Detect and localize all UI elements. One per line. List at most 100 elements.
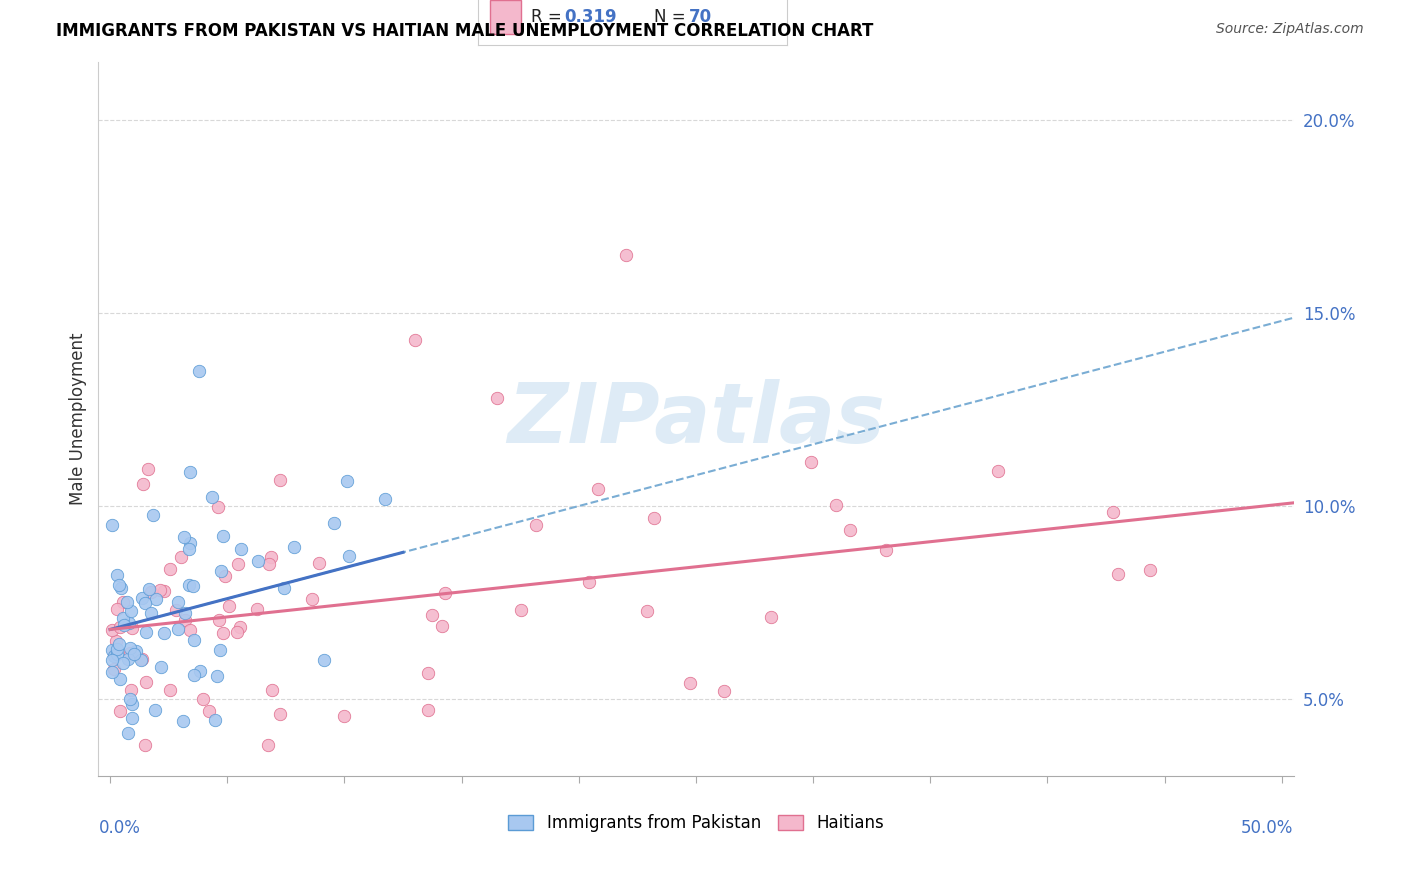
Point [578, 575, 600, 590]
Point [713, 683, 735, 698]
Point [110, 581, 132, 595]
Point [107, 642, 129, 657]
Point [524, 518, 547, 533]
Point [332, 709, 354, 723]
Point [875, 543, 897, 558]
Point [165, 603, 187, 617]
Point [166, 595, 188, 609]
Point [218, 599, 240, 613]
Point [166, 622, 188, 636]
Point [134, 596, 156, 610]
Point [207, 669, 229, 683]
Point [122, 647, 145, 661]
Point [101, 665, 124, 679]
Point [107, 602, 129, 616]
Point [105, 647, 128, 661]
Point [103, 649, 125, 664]
Point [118, 646, 141, 660]
Point [259, 558, 281, 572]
Point [212, 529, 235, 543]
Point [225, 624, 247, 639]
Point [179, 465, 201, 479]
Point [112, 595, 135, 609]
Text: 70: 70 [689, 8, 711, 26]
Point [214, 569, 236, 583]
Point [246, 601, 269, 615]
Point [117, 652, 139, 666]
Point [104, 634, 127, 648]
Point [159, 562, 181, 576]
Point [374, 491, 396, 506]
Point [173, 613, 195, 627]
Point [177, 542, 200, 557]
Point [112, 618, 135, 632]
Point [121, 698, 143, 712]
Point [108, 672, 131, 686]
Point [269, 474, 291, 488]
Point [1101, 505, 1123, 519]
Point [120, 683, 142, 698]
Point [1139, 563, 1161, 577]
Point [105, 568, 128, 582]
Point [485, 391, 508, 405]
Point [183, 632, 205, 647]
Legend: Immigrants from Pakistan, Haitians: Immigrants from Pakistan, Haitians [502, 808, 890, 839]
Point [177, 578, 200, 592]
Point [118, 616, 141, 631]
Point [323, 516, 346, 531]
Point [174, 606, 197, 620]
Text: ZIPatlas: ZIPatlas [508, 379, 884, 459]
Point [191, 692, 214, 706]
Text: R =: R = [530, 8, 567, 26]
Point [228, 620, 250, 634]
Point [183, 668, 205, 682]
Point [201, 490, 224, 504]
Point [308, 556, 330, 570]
Point [150, 660, 173, 674]
Point [142, 508, 165, 522]
Point [269, 706, 291, 721]
Point [636, 604, 658, 618]
Point [131, 591, 153, 606]
Point [103, 648, 125, 662]
Point [209, 564, 232, 578]
Point [139, 585, 162, 599]
Point [149, 583, 172, 598]
Point [229, 542, 252, 557]
Point [145, 592, 167, 607]
Point [209, 643, 232, 657]
Point [824, 498, 846, 512]
Point [108, 620, 131, 634]
Point [101, 518, 124, 533]
Point [211, 625, 233, 640]
Point [283, 540, 305, 554]
Point [134, 738, 156, 752]
Point [108, 704, 131, 718]
Point [207, 500, 229, 514]
Point [262, 683, 284, 698]
Point [159, 683, 181, 698]
Point [301, 592, 323, 607]
Text: 0.0%: 0.0% [98, 819, 141, 837]
Point [510, 603, 533, 617]
Point [181, 579, 204, 593]
Point [759, 610, 782, 624]
Point [173, 530, 195, 544]
Point [112, 611, 135, 625]
Point [101, 653, 124, 667]
Point [101, 642, 124, 657]
Point [153, 584, 176, 599]
Point [679, 676, 702, 690]
Point [129, 653, 152, 667]
FancyBboxPatch shape [491, 1, 522, 34]
Point [586, 483, 609, 497]
Point [420, 608, 443, 623]
Point [132, 476, 155, 491]
Point [987, 464, 1010, 478]
Point [188, 364, 211, 378]
Text: N =: N = [654, 8, 692, 26]
Point [190, 664, 212, 678]
Point [125, 644, 148, 658]
Point [172, 714, 194, 728]
Point [430, 619, 453, 633]
